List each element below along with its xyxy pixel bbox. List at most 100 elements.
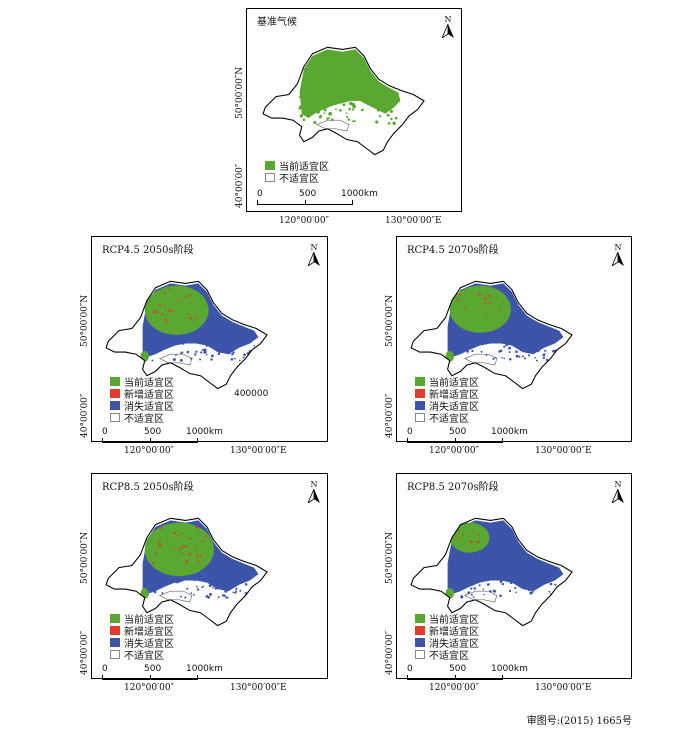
new-suitable-speck [189, 537, 191, 540]
current-suitable-area [449, 522, 490, 553]
scale-label: 0 [407, 427, 413, 437]
scale-label: 0 [407, 664, 413, 674]
suitability-map [105, 517, 268, 627]
new-suitable-speck [185, 537, 187, 539]
legend-swatch [265, 160, 275, 170]
new-suitable-speck [152, 561, 155, 564]
new-suitable-speck [197, 526, 200, 529]
new-suitable-speck [182, 552, 184, 554]
new-suitable-speck [187, 313, 190, 316]
new-suitable-speck [477, 293, 480, 296]
legend-label: 新增适宜区 [124, 389, 174, 401]
legend-item: 当前适宜区 [415, 612, 479, 626]
north-arrow-icon: N [611, 480, 625, 503]
scale-label: 1000km [341, 189, 378, 199]
latitude-label: 50°00′00″N [385, 294, 395, 347]
new-suitable-speck [169, 309, 171, 311]
legend-swatch [110, 649, 120, 659]
new-suitable-speck [154, 552, 157, 555]
legend-item: 新增适宜区 [415, 624, 479, 638]
north-label: N [310, 243, 318, 252]
map-panel: RCP4.5 2050s阶段 N 50°00′00″N 40°00′00″ 当前适宜区新… [80, 236, 328, 456]
new-suitable-speck [158, 545, 161, 548]
new-suitable-speck [173, 532, 176, 535]
suitability-map [262, 46, 425, 156]
north-label: N [614, 243, 622, 252]
new-suitable-speck [471, 531, 474, 534]
north-label: N [614, 480, 622, 489]
longitude-label: 130°00′00″E [230, 446, 287, 456]
current-suitable-area [449, 285, 511, 333]
new-suitable-speck [188, 552, 192, 556]
longitude-label: 130°00′00″E [230, 683, 287, 693]
legend-label: 当前适宜区 [124, 377, 174, 389]
new-suitable-speck [189, 317, 192, 320]
longitude-label: 130°00′00″E [385, 216, 442, 226]
latitude-label: 50°00′00″N [80, 294, 90, 347]
legend-swatch [415, 412, 425, 422]
legend-label: 当前适宜区 [124, 614, 174, 626]
legend-item: 不适宜区 [415, 411, 479, 425]
latitude-label: 40°00′00″ [80, 393, 90, 438]
longitude-label: 130°00′00″E [535, 683, 592, 693]
north-label: N [444, 15, 452, 24]
scale-label: 500 [449, 664, 467, 674]
new-suitable-speck [458, 529, 460, 531]
legend-label: 不适宜区 [429, 650, 469, 662]
latitude-label: 50°00′00″N [235, 66, 245, 119]
panel-title: 基准气候 [257, 17, 297, 28]
legend-label: 当前适宜区 [279, 161, 329, 173]
new-suitable-speck [470, 540, 473, 544]
latitude-label: 50°00′00″N [385, 531, 395, 584]
legend-label: 消失适宜区 [124, 638, 174, 650]
legend-item: 新增适宜区 [110, 624, 174, 638]
new-suitable-speck [195, 547, 198, 550]
legend-label: 消失适宜区 [124, 401, 174, 413]
legend-label: 新增适宜区 [124, 626, 174, 638]
legend-swatch [110, 637, 120, 647]
map-legend: 当前适宜区 新增适宜区 消失适宜区 不适宜区 [110, 612, 174, 662]
legend-swatch [110, 376, 120, 386]
longitude-label: 130°00′00″E [535, 446, 592, 456]
new-suitable-speck [197, 560, 200, 563]
new-suitable-speck [159, 542, 161, 544]
north-arrow-icon: N [307, 480, 321, 503]
scale-label: 1000km [491, 427, 528, 437]
new-suitable-speck [177, 300, 180, 302]
map-panel: RCP8.5 2070s阶段 N 50°00′00″N 40°00′00″ 当前适宜区新… [385, 473, 632, 693]
new-suitable-speck [184, 296, 187, 298]
legend-item: 当前适宜区 [110, 375, 174, 389]
new-suitable-speck [205, 535, 208, 538]
new-suitable-speck [164, 292, 167, 294]
legend-item: 当前适宜区 [415, 375, 479, 389]
new-suitable-speck [502, 301, 504, 303]
legend-label: 新增适宜区 [429, 626, 479, 638]
scale-label: 500 [449, 427, 467, 437]
new-suitable-speck [476, 541, 479, 544]
legend-swatch [110, 613, 120, 623]
legend-swatch [110, 625, 120, 635]
current-suitable-area [144, 285, 209, 335]
panel-title: RCP4.5 2070s阶段 [407, 245, 499, 256]
north-arrow-icon: N [307, 243, 321, 266]
map-approval-number: 审图号:(2015) 1665号 [526, 716, 632, 727]
legend-item: 消失适宜区 [415, 636, 479, 650]
new-suitable-speck [457, 537, 460, 540]
legend-swatch [110, 388, 120, 398]
legend-swatch [265, 172, 275, 182]
legend-swatch [415, 613, 425, 623]
legend-item: 新增适宜区 [110, 387, 174, 401]
legend-label: 新增适宜区 [429, 389, 479, 401]
new-suitable-speck [181, 546, 184, 549]
longitude-label: 120°00′00″ [124, 446, 174, 456]
new-suitable-speck [489, 302, 492, 305]
map-panel: RCP8.5 2050s阶段 N 50°00′00″N 40°00′00″ 当前适宜区新… [80, 473, 328, 693]
legend-label: 当前适宜区 [429, 614, 479, 626]
new-suitable-speck [152, 311, 155, 313]
new-suitable-speck [173, 547, 175, 549]
longitude-label: 120°00′00″ [279, 216, 329, 226]
legend-swatch [415, 637, 425, 647]
latitude-label: 40°00′00″ [385, 630, 395, 675]
scale-label: 1000km [186, 427, 223, 437]
scale-bar: 0 500 1000km [407, 664, 528, 680]
